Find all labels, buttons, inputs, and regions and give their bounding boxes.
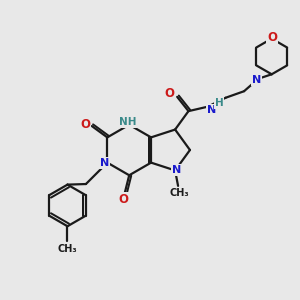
Text: O: O bbox=[165, 87, 175, 100]
Text: O: O bbox=[80, 118, 90, 131]
Text: NH: NH bbox=[119, 117, 136, 128]
Text: N: N bbox=[207, 105, 216, 115]
Text: H: H bbox=[215, 98, 224, 108]
Text: O: O bbox=[267, 31, 277, 44]
Text: CH₃: CH₃ bbox=[58, 244, 77, 254]
Text: N: N bbox=[252, 75, 262, 85]
Text: N: N bbox=[100, 158, 110, 168]
Text: CH₃: CH₃ bbox=[170, 188, 189, 198]
Text: N: N bbox=[172, 165, 181, 175]
Text: O: O bbox=[118, 193, 128, 206]
